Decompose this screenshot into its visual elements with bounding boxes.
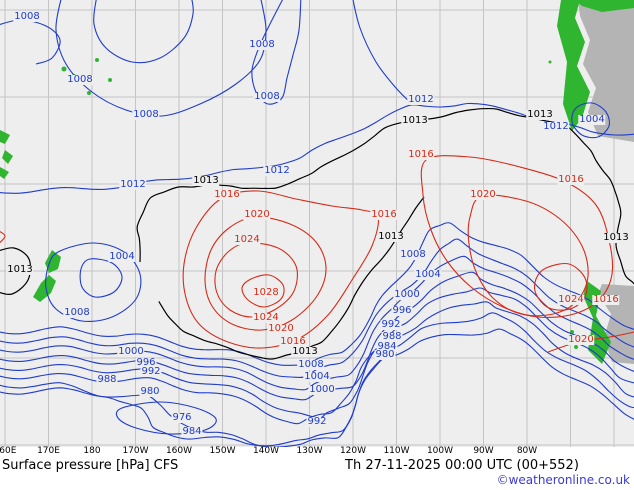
longitude-tick-label: 160E (0, 446, 17, 456)
isobar-1012 (0, 102, 634, 194)
isobar-980 (0, 328, 634, 447)
longitude-tick-label: 170W (122, 446, 149, 456)
ecuador-coast-strip (575, 0, 634, 12)
longitude-tick-label: 110W (383, 446, 410, 456)
isobar-1016 (0, 231, 6, 244)
isobar-1008 (93, 0, 194, 64)
new-zealand-north-island (45, 250, 61, 273)
longitude-tick-label: 130W (296, 446, 323, 456)
map-title: Surface pressure [hPa] CFS (2, 458, 179, 473)
grid-layer (0, 0, 634, 447)
isobar-1024 (214, 242, 298, 318)
weather-map: 1008 1008 1008 1008 1008 1012 1013 1013 1012 1004… (0, 0, 634, 447)
longitude-tick-label: 160W (165, 446, 193, 456)
isobar-contour-layer (0, 0, 634, 447)
south-america-coast-north (557, 0, 590, 131)
isobar-1008 (251, 0, 302, 105)
isobar-1008 (45, 242, 142, 322)
copyright-text: ©weatheronline.co.uk (496, 473, 630, 487)
isobar-1020 (467, 194, 589, 317)
isobar-1008 (0, 19, 61, 65)
isobar-1004 (79, 258, 123, 298)
isobar-1024 (533, 263, 588, 311)
isobar-1016 (420, 155, 614, 319)
isobar-992 (0, 287, 634, 419)
longitude-tick-label: 150W (209, 446, 236, 456)
isobar-1013 (158, 196, 425, 360)
isobar-1028 (241, 274, 285, 308)
new-zealand-south-island (33, 275, 56, 302)
isobar-984 (0, 312, 634, 447)
isobar-1016 (182, 190, 379, 349)
south-america-interior-north (578, 0, 634, 142)
longitude-tick-label: 120W (339, 446, 367, 456)
isobar-1008 (55, 0, 267, 117)
pacific-islands (0, 58, 578, 349)
map-datetime: Th 27-11-2025 00:00 UTC (00+552) (345, 458, 579, 473)
longitude-tick-label: 90W (473, 446, 494, 456)
map-footer: 160E 170E 180 170W 160W 150W 140W 130W 120W 110W 1… (0, 447, 634, 490)
isobar-1020 (204, 216, 327, 331)
longitude-tick-label: 170E (37, 446, 60, 456)
isobar-996 (0, 271, 634, 401)
longitude-tick-label: 80W (516, 446, 538, 456)
isobar-1004 (571, 102, 611, 139)
isobar-1004 (0, 238, 634, 378)
isobar-1008 (0, 222, 634, 366)
land-layer (0, 0, 634, 364)
longitude-tick-label: 140W (252, 446, 280, 456)
pressure-map-svg (0, 0, 634, 447)
isobar-1012 (352, 0, 413, 105)
longitude-tick-label: 100W (426, 446, 454, 456)
isobar-976 (115, 401, 217, 435)
longitude-tick-label: 180 (83, 446, 101, 456)
